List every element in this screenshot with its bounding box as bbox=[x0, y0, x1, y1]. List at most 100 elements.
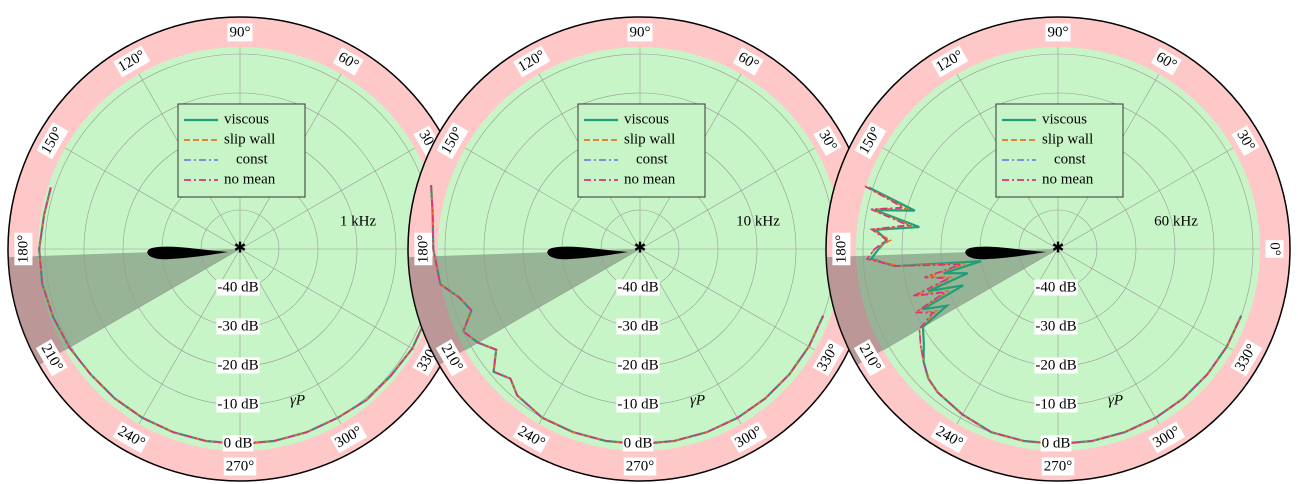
polar-chart: ✱0°30°60°90°120°150°180°210°240°270°300°… bbox=[7, 16, 473, 482]
angle-tick: 270° bbox=[1041, 457, 1075, 476]
center-mark: ✱ bbox=[634, 240, 647, 256]
annotation: 1 kHz bbox=[340, 213, 377, 229]
label-bg bbox=[436, 122, 469, 160]
label-bg bbox=[616, 279, 660, 296]
label-bg bbox=[627, 23, 653, 42]
label-bg bbox=[216, 357, 260, 374]
label-bg bbox=[813, 125, 842, 157]
grid-spoke bbox=[1057, 248, 1160, 425]
grid-spoke bbox=[64, 147, 241, 250]
r-tick-label: -30 dB bbox=[617, 318, 658, 334]
label-bg bbox=[931, 45, 969, 78]
radial-axis-label: γP bbox=[1108, 392, 1123, 408]
label-bg bbox=[622, 435, 654, 452]
label-bg bbox=[36, 122, 69, 160]
label-bg bbox=[1034, 318, 1078, 335]
label-bg bbox=[14, 232, 33, 266]
label-bg bbox=[216, 279, 260, 296]
label-bg bbox=[616, 318, 660, 335]
r-tick-label: 0 dB bbox=[1042, 435, 1071, 451]
r-tick-label: -30 dB bbox=[1035, 318, 1076, 334]
legend-label: const bbox=[1054, 151, 1086, 167]
grid-spoke bbox=[1057, 248, 1234, 351]
angle-tick-label: 180° bbox=[833, 235, 849, 264]
label-bg bbox=[332, 47, 364, 76]
label-bg bbox=[1045, 23, 1071, 42]
series-line bbox=[430, 185, 824, 445]
radial-axis-label: γP bbox=[290, 392, 305, 408]
angle-tick-label: 180° bbox=[415, 235, 431, 264]
angle-tick-label: 90° bbox=[230, 24, 251, 40]
label-bg bbox=[227, 23, 253, 42]
angle-tick-label: 270° bbox=[626, 458, 655, 474]
polar-chart: ✱0°30°60°90°120°150°180°210°240°270°300°… bbox=[407, 16, 873, 482]
airfoil bbox=[547, 246, 628, 260]
angle-tick: 270° bbox=[623, 457, 657, 476]
grid-spoke bbox=[639, 248, 742, 425]
angle-tick: 0° bbox=[1265, 240, 1284, 258]
angle-tick: 90° bbox=[227, 23, 253, 42]
label-bg bbox=[113, 45, 151, 78]
label-bg bbox=[512, 421, 550, 454]
r-tick-label: -20 dB bbox=[1035, 357, 1076, 373]
label-bg bbox=[513, 45, 551, 78]
grid-spoke bbox=[138, 248, 241, 425]
series-line bbox=[38, 187, 428, 445]
r-tick-label: -20 dB bbox=[617, 357, 658, 373]
label-bg bbox=[414, 232, 433, 266]
grid-spoke bbox=[239, 248, 416, 351]
grid-spoke bbox=[639, 147, 816, 250]
angle-tick: 90° bbox=[1045, 23, 1071, 42]
series-line bbox=[430, 185, 824, 445]
legend-label: viscous bbox=[224, 111, 269, 127]
legend-label: slip wall bbox=[224, 131, 275, 147]
label-bg bbox=[616, 357, 660, 374]
label-bg bbox=[854, 122, 887, 160]
label-bg bbox=[112, 421, 150, 454]
series-line bbox=[864, 185, 1242, 445]
label-bg bbox=[1230, 339, 1263, 377]
label-bg bbox=[616, 396, 660, 413]
label-bg bbox=[1041, 457, 1075, 476]
label-bg bbox=[1150, 47, 1182, 76]
shadow-wedge bbox=[408, 249, 640, 365]
angle-tick: 270° bbox=[223, 457, 257, 476]
airfoil bbox=[147, 246, 228, 260]
label-bg bbox=[812, 339, 845, 377]
grid-spoke bbox=[882, 147, 1059, 250]
legend-label: no mean bbox=[1042, 171, 1094, 187]
legend-label: const bbox=[236, 151, 268, 167]
grid-spoke bbox=[639, 248, 816, 351]
label-bg bbox=[223, 457, 257, 476]
legend-label: no mean bbox=[224, 171, 276, 187]
label-bg bbox=[1034, 279, 1078, 296]
label-bg bbox=[732, 47, 764, 76]
center-mark: ✱ bbox=[234, 240, 247, 256]
angle-tick-label: 90° bbox=[630, 24, 651, 40]
label-bg bbox=[1231, 125, 1260, 157]
r-tick-label: -40 dB bbox=[617, 279, 658, 295]
grid-spoke bbox=[239, 147, 416, 250]
label-bg bbox=[222, 435, 254, 452]
center-mark: ✱ bbox=[1052, 240, 1065, 256]
r-tick-label: -10 dB bbox=[217, 396, 258, 412]
r-tick-label: 0 dB bbox=[624, 435, 653, 451]
label-bg bbox=[35, 339, 68, 377]
angle-tick: 180° bbox=[414, 232, 433, 266]
legend-label: slip wall bbox=[624, 131, 675, 147]
grid-spoke bbox=[538, 248, 641, 425]
angle-tick: 180° bbox=[832, 232, 851, 266]
label-bg bbox=[853, 339, 886, 377]
label-bg bbox=[216, 396, 260, 413]
r-tick-label: 0 dB bbox=[224, 435, 253, 451]
annotation: 60 kHz bbox=[1154, 213, 1198, 229]
label-bg bbox=[730, 421, 768, 454]
grid-spoke bbox=[956, 248, 1059, 425]
label-bg bbox=[1034, 357, 1078, 374]
label-bg bbox=[930, 421, 968, 454]
grid-spoke bbox=[64, 248, 241, 351]
angle-tick-label: 270° bbox=[1044, 458, 1073, 474]
grid-spoke bbox=[1057, 147, 1234, 250]
shadow-wedge bbox=[8, 249, 241, 365]
